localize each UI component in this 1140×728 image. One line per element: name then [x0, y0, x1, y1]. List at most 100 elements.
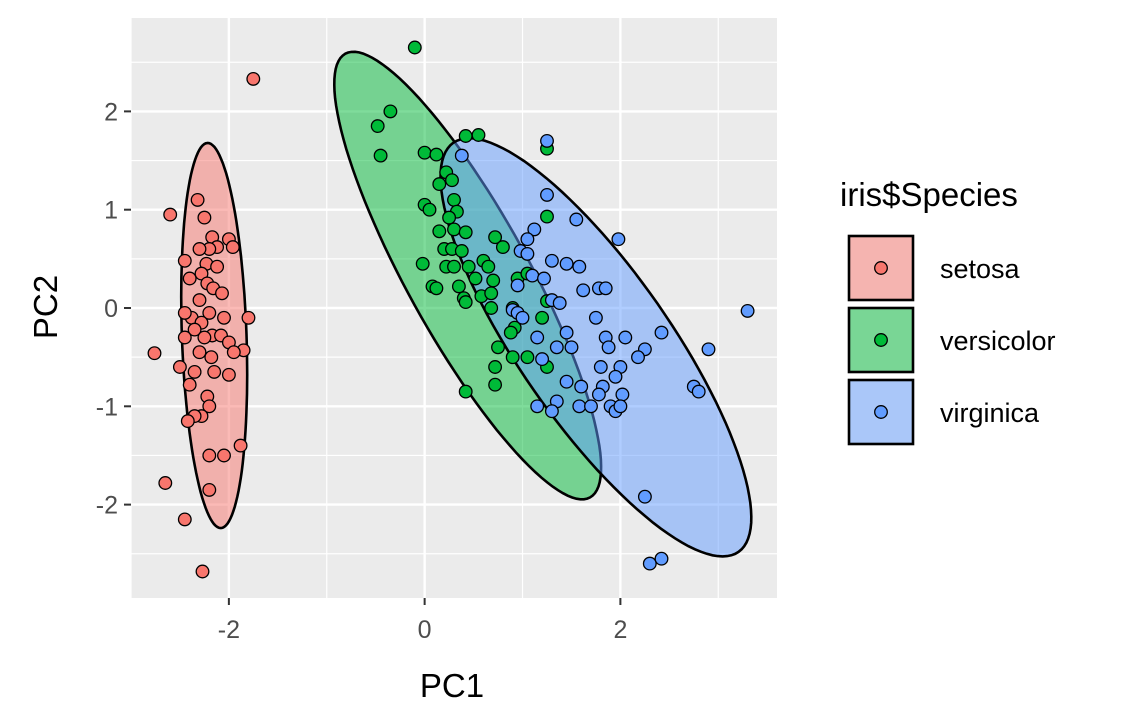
y-axis-title: PC2 — [27, 275, 64, 339]
point-versicolor — [415, 256, 430, 271]
point-versicolor — [491, 340, 505, 355]
point-virginica — [559, 374, 574, 389]
point-virginica — [576, 283, 591, 298]
point-versicolor — [503, 325, 518, 340]
point-versicolor — [454, 244, 469, 258]
point-versicolor — [373, 148, 388, 163]
point-versicolor — [370, 119, 385, 134]
point-versicolor — [484, 301, 499, 315]
point-versicolor — [481, 259, 496, 274]
point-virginica — [615, 387, 630, 402]
point-virginica — [591, 387, 606, 402]
point-setosa — [207, 364, 222, 379]
point-setosa — [187, 322, 202, 337]
point-virginica — [572, 259, 587, 274]
legend-label-setosa: setosa — [940, 254, 1021, 284]
point-setosa — [221, 367, 236, 382]
point-versicolor — [445, 173, 459, 188]
point-virginica — [642, 556, 657, 571]
point-setosa — [192, 242, 207, 256]
y-tick-label: -2 — [96, 492, 118, 520]
point-setosa — [233, 438, 248, 453]
point-setosa — [202, 399, 217, 414]
point-virginica — [520, 246, 535, 261]
point-virginica — [544, 404, 559, 419]
legend-point-versicolor — [874, 333, 888, 347]
point-versicolor — [505, 350, 520, 365]
point-setosa — [172, 360, 187, 374]
point-virginica — [618, 330, 633, 345]
point-virginica — [637, 489, 652, 504]
point-setosa — [177, 305, 192, 320]
point-virginica — [611, 232, 626, 247]
point-virginica — [598, 281, 613, 296]
point-virginica — [701, 342, 716, 357]
y-tick-label: 0 — [104, 295, 118, 323]
point-setosa — [197, 210, 212, 225]
point-setosa — [187, 364, 202, 379]
point-setosa — [182, 271, 197, 286]
x-axis-title: PC1 — [420, 667, 484, 704]
point-versicolor — [442, 210, 457, 225]
point-versicolor — [451, 279, 466, 294]
point-setosa — [241, 310, 256, 325]
point-virginica — [530, 330, 545, 345]
point-virginica — [574, 379, 589, 394]
point-versicolor — [447, 222, 461, 237]
point-setosa — [163, 207, 178, 222]
y-tick-label: 2 — [104, 98, 118, 126]
point-versicolor — [458, 384, 473, 399]
point-virginica — [520, 232, 535, 247]
axis-ticks: -2 0 2 -2 -1 0 1 2 — [96, 98, 628, 644]
legend: iris$Species setosa versicolor virginica — [840, 176, 1056, 446]
point-setosa — [177, 253, 192, 268]
point-setosa — [190, 192, 205, 207]
point-virginica — [535, 352, 550, 367]
legend-title: iris$Species — [840, 176, 1018, 213]
point-setosa — [197, 330, 212, 345]
point-versicolor — [471, 128, 486, 142]
point-virginica — [552, 296, 567, 311]
point-setosa — [158, 476, 173, 490]
point-virginica — [527, 222, 542, 237]
point-virginica — [530, 399, 545, 414]
point-setosa — [217, 448, 231, 463]
point-setosa — [210, 259, 225, 274]
point-versicolor — [417, 145, 432, 160]
point-setosa — [226, 345, 241, 360]
point-versicolor — [488, 377, 503, 392]
point-versicolor — [520, 350, 535, 365]
point-setosa — [204, 350, 219, 365]
point-virginica — [601, 340, 616, 355]
point-versicolor — [488, 360, 503, 374]
point-virginica — [559, 256, 574, 271]
point-virginica — [584, 399, 598, 414]
point-versicolor — [432, 224, 447, 239]
point-virginica — [559, 325, 574, 340]
legend-keys: setosa versicolor virginica — [847, 234, 1056, 446]
point-versicolor — [432, 177, 447, 192]
point-versicolor — [461, 259, 476, 274]
point-setosa — [225, 240, 240, 255]
legend-point-setosa — [874, 261, 888, 275]
point-versicolor — [458, 225, 473, 240]
point-virginica — [564, 340, 579, 355]
point-virginica — [569, 212, 584, 227]
point-versicolor — [447, 192, 461, 207]
point-setosa — [182, 377, 197, 392]
y-tick-label: 1 — [104, 197, 118, 225]
point-setosa — [147, 346, 162, 361]
point-setosa — [217, 310, 231, 325]
point-setosa — [215, 286, 229, 301]
point-virginica — [593, 360, 608, 374]
point-versicolor — [540, 209, 554, 224]
x-tick-label: -2 — [218, 616, 240, 644]
point-setosa — [195, 564, 210, 579]
point-versicolor — [422, 202, 437, 217]
point-versicolor — [429, 147, 444, 162]
point-virginica — [691, 384, 706, 399]
point-virginica — [540, 187, 554, 202]
point-virginica — [740, 303, 755, 318]
point-setosa — [177, 512, 192, 527]
